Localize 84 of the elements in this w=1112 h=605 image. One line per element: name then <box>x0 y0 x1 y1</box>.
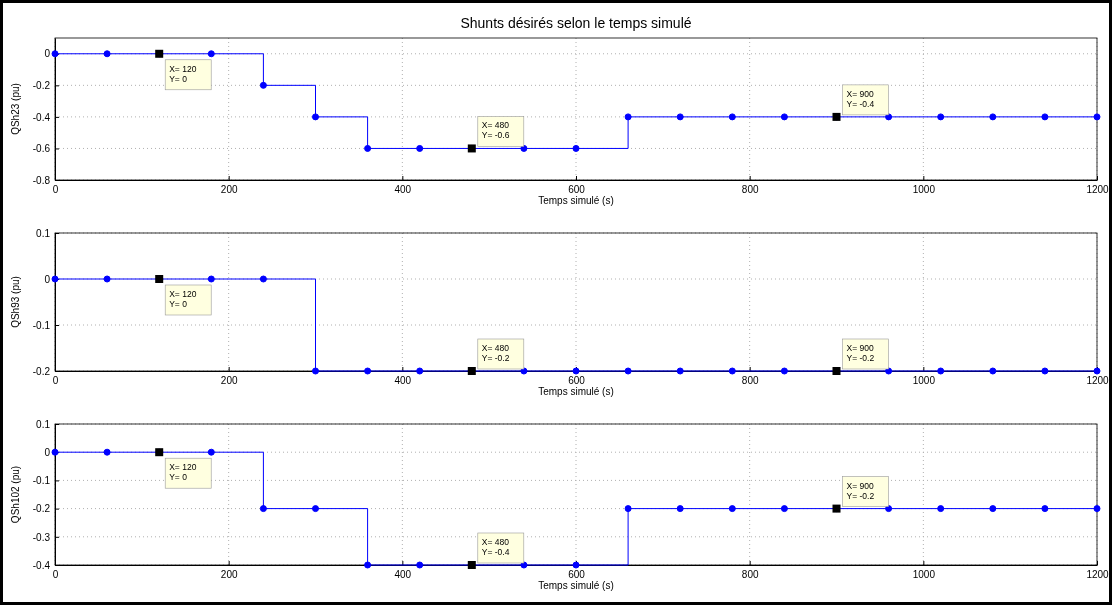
y-tick-label: -0.1 <box>32 319 51 331</box>
annotation: X= 120 Y= 0 <box>169 63 197 84</box>
point <box>207 448 215 456</box>
point <box>676 505 684 513</box>
x-tick-label: 600 <box>568 375 586 386</box>
point <box>103 448 111 456</box>
point <box>728 113 736 121</box>
x-tick-label: 200 <box>220 184 238 195</box>
point <box>416 561 424 569</box>
y-tick-label: 0 <box>44 446 51 458</box>
x-tick-label: 400 <box>394 569 412 580</box>
y-tick-label: -0.2 <box>32 503 51 515</box>
y-tick-label: -0.4 <box>32 559 51 571</box>
point <box>728 505 736 513</box>
x-tick-label: 0 <box>52 569 59 580</box>
x-tick-label: 800 <box>741 184 759 195</box>
point <box>103 50 111 58</box>
x-tick-label: 200 <box>220 375 238 386</box>
y-tick-label: -0.8 <box>32 174 51 186</box>
y-tick-label: -0.2 <box>32 80 51 92</box>
point <box>624 113 632 121</box>
annotation: X= 900 Y= -0.2 <box>846 480 875 501</box>
x-tick-label: 800 <box>741 569 759 580</box>
y-axis-title: QSh23 (pu) <box>10 83 21 135</box>
y-tick-label: -0.3 <box>32 531 51 543</box>
y-tick-label: -0.2 <box>32 365 51 377</box>
y-axis-title: QSh102 (pu) <box>10 465 21 524</box>
point <box>312 113 319 121</box>
point <box>1041 113 1049 121</box>
x-tick-label: 1200 <box>1086 184 1110 195</box>
point <box>885 505 893 513</box>
x-axis-title: Temps simulé (s) <box>538 195 614 206</box>
point <box>1093 113 1101 121</box>
x-tick-label: 400 <box>394 184 412 195</box>
y-tick-label: 0 <box>44 48 51 60</box>
y-tick-label: 0.1 <box>36 227 51 239</box>
point <box>780 505 788 513</box>
point <box>989 505 997 513</box>
point <box>572 144 580 152</box>
x-tick-label: 1000 <box>912 375 936 386</box>
point <box>780 113 788 121</box>
x-tick-label: 1000 <box>912 184 936 195</box>
annotation: X= 900 Y= -0.2 <box>846 343 875 363</box>
point <box>416 144 424 152</box>
annotation: X= 480 Y= -0.2 <box>481 343 510 363</box>
y-axis-title: QSh93 (pu) <box>10 276 21 328</box>
x-tick-label: 600 <box>568 569 586 580</box>
point <box>364 144 372 152</box>
x-axis-title: Temps simulé (s) <box>538 386 614 397</box>
point <box>1041 505 1049 513</box>
point <box>259 81 267 89</box>
x-tick-label: 600 <box>568 184 586 195</box>
x-tick-label: 200 <box>220 569 238 580</box>
point <box>1093 505 1101 513</box>
point <box>259 505 267 513</box>
x-tick-label: 1200 <box>1086 375 1110 386</box>
annotation: X= 480 Y= -0.6 <box>481 120 510 141</box>
point <box>364 561 372 569</box>
point <box>937 505 945 513</box>
x-tick-label: 1000 <box>912 569 936 580</box>
point <box>989 113 997 121</box>
point <box>676 113 684 121</box>
y-tick-label: 0 <box>44 273 51 285</box>
point <box>312 505 319 513</box>
annotation: X= 480 Y= -0.4 <box>481 537 510 557</box>
point <box>937 113 945 121</box>
x-tick-label: 0 <box>52 184 59 195</box>
y-tick-label: -0.1 <box>32 475 51 487</box>
y-tick-label: -0.4 <box>32 111 51 123</box>
chart-title: Shunts désirés selon le temps simulé <box>460 15 692 31</box>
y-tick-label: -0.6 <box>32 143 51 155</box>
point <box>207 50 215 58</box>
x-axis-title: Temps simulé (s) <box>538 580 614 591</box>
x-tick-label: 400 <box>394 375 412 386</box>
point <box>51 448 59 456</box>
x-tick-label: 800 <box>741 375 759 386</box>
annotation: X= 120 Y= 0 <box>169 289 197 309</box>
x-tick-label: 1200 <box>1086 569 1110 580</box>
point <box>624 505 632 513</box>
annotation: X= 120 Y= 0 <box>169 462 197 483</box>
point <box>572 561 580 569</box>
x-tick-label: 0 <box>52 375 59 386</box>
y-tick-label: 0.1 <box>36 418 51 430</box>
annotation: X= 900 Y= -0.4 <box>846 88 875 109</box>
